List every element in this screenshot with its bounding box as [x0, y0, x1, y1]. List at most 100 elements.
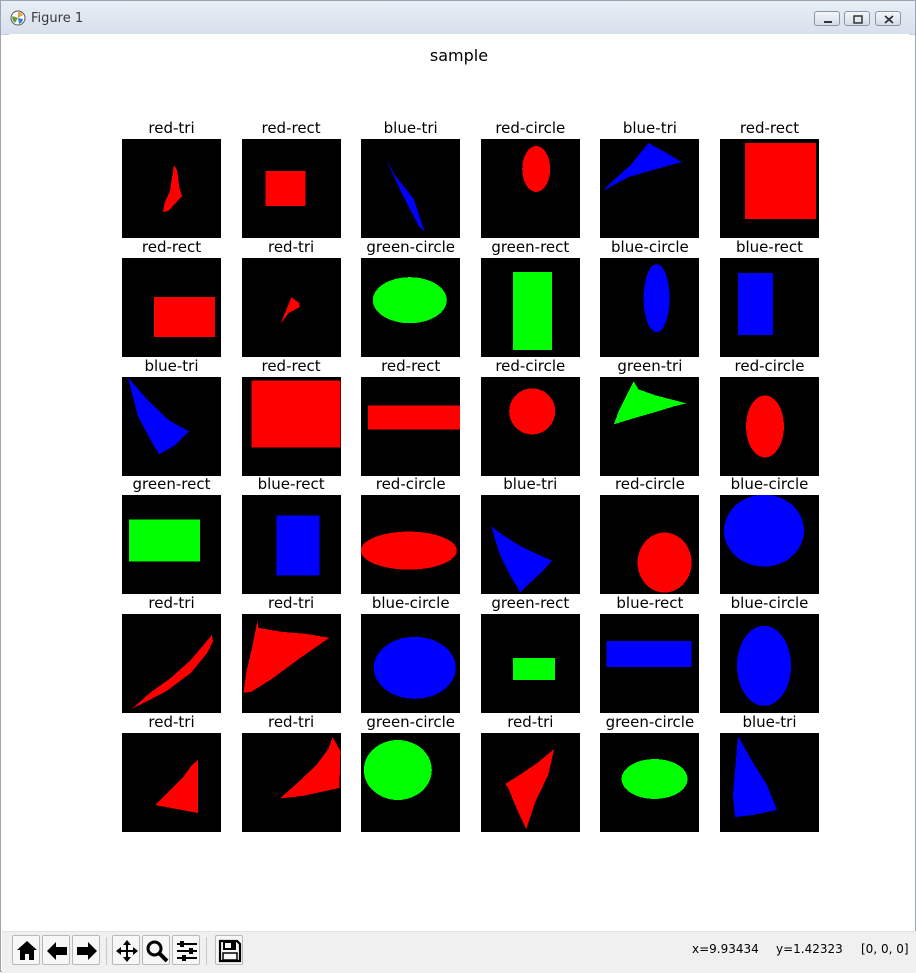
- circle-shape: [746, 394, 784, 457]
- subplot-panel: green-rect: [480, 239, 580, 357]
- figure-canvas[interactable]: sample red-tri red-rect blue-tri red-circle…: [9, 34, 909, 931]
- triangle-shape: [385, 159, 425, 232]
- configure-subplots-button[interactable]: [172, 935, 200, 965]
- subplot-panel: red-circle: [480, 358, 580, 476]
- subplot-title: blue-circle: [611, 237, 689, 256]
- close-button[interactable]: [875, 11, 901, 26]
- subplot-title: green-circle: [366, 237, 455, 256]
- circle-shape: [372, 276, 447, 323]
- subplot-image: [122, 614, 221, 714]
- rectangle-shape: [738, 272, 773, 335]
- subplot-panel: green-rect: [480, 595, 580, 714]
- home-button[interactable]: [12, 935, 40, 965]
- save-button[interactable]: [215, 935, 243, 965]
- rectangle-shape: [154, 296, 215, 337]
- subplot-title: red-tri: [507, 713, 554, 731]
- rectangle-shape: [606, 640, 692, 667]
- subplot-image: [480, 733, 580, 832]
- image-background: [122, 614, 221, 714]
- subplot-panel: blue-tri: [122, 358, 221, 476]
- circle-shape: [737, 625, 791, 706]
- subplot-title: green-circle: [605, 713, 695, 731]
- restore-icon: [853, 15, 863, 24]
- toolbar-separator: [206, 937, 207, 965]
- subplot-panel: red-tri: [122, 595, 221, 714]
- subplot-title: red-rect: [261, 119, 321, 137]
- subplot-image: [480, 376, 580, 476]
- subplot-title: blue-rect: [257, 475, 325, 494]
- subplot-image: [361, 733, 461, 832]
- triangle-shape: [128, 376, 189, 454]
- subplot-panel: blue-rect: [241, 476, 341, 595]
- forward-button[interactable]: [72, 935, 100, 965]
- subplot-panel: green-tri: [600, 358, 700, 476]
- triangle-shape: [504, 749, 554, 829]
- minimize-icon: [824, 21, 832, 23]
- subplot-image: [241, 495, 341, 595]
- rectangle-shape: [512, 657, 555, 680]
- save-floppy-icon: [218, 939, 242, 963]
- subplot-title: blue-rect: [616, 594, 684, 613]
- circle-shape: [521, 146, 550, 192]
- status-x-coordinate: x=9.93434: [692, 942, 759, 956]
- subplot-panel: red-tri: [480, 714, 580, 832]
- home-icon: [17, 941, 37, 960]
- subplot-panel: red-tri: [241, 595, 341, 714]
- subplot-panel: blue-circle: [720, 476, 819, 595]
- rectangle-shape: [367, 404, 460, 429]
- subplot-title: red-rect: [261, 356, 321, 375]
- triangle-shape: [242, 620, 329, 693]
- subplot-title: red-tri: [267, 237, 315, 256]
- back-button[interactable]: [42, 935, 70, 965]
- subplot-title: blue-circle: [730, 475, 809, 494]
- subplot-title: blue-tri: [144, 356, 199, 375]
- subplot-image: [600, 495, 700, 595]
- subplot-panel: blue-tri: [361, 120, 461, 238]
- toolbar-separator: [106, 937, 107, 965]
- subplot-panel: red-tri: [241, 714, 341, 832]
- rectangle-shape: [275, 515, 319, 576]
- subplot-title: red-tri: [148, 713, 195, 731]
- subplot-panel: red-tri: [122, 714, 221, 832]
- subplot-image: [720, 614, 819, 714]
- circle-shape: [363, 740, 432, 800]
- triangle-shape: [279, 737, 340, 798]
- subplot-panel: blue-tri: [480, 476, 580, 595]
- circle-shape: [724, 495, 804, 567]
- pan-button[interactable]: [112, 935, 140, 965]
- subplot-image: [122, 733, 221, 832]
- subplot-title: red-rect: [381, 356, 441, 375]
- subplot-image: [480, 139, 580, 238]
- subplot-image: [720, 376, 819, 476]
- subplot-panel: red-rect: [122, 239, 221, 357]
- circle-shape: [361, 531, 457, 570]
- title-bar[interactable]: Figure 1: [1, 1, 915, 35]
- subplot-panel: blue-rect: [600, 595, 700, 714]
- rectangle-shape: [250, 379, 340, 447]
- subplot-title: red-tri: [148, 594, 195, 613]
- subplot-title: green-circle: [366, 713, 455, 731]
- zoom-magnifier-icon: [146, 940, 169, 963]
- minimize-button[interactable]: [814, 11, 840, 26]
- subplot-panel: red-circle: [361, 476, 461, 595]
- subplot-image: [480, 614, 580, 714]
- subplot-panel: green-circle: [361, 239, 461, 357]
- subplot-image: [122, 139, 221, 238]
- subplot-image: [720, 733, 819, 832]
- subplot-title: red-tri: [148, 119, 195, 137]
- subplot-image: [480, 257, 580, 357]
- subplot-image: [361, 495, 461, 595]
- subplot-image: [361, 376, 461, 476]
- subplot-title: green-rect: [491, 594, 570, 613]
- zoom-button[interactable]: [142, 935, 170, 965]
- triangle-shape: [733, 736, 777, 817]
- subplot-title: blue-circle: [371, 594, 450, 613]
- subplot-image: [241, 376, 341, 476]
- rectangle-shape: [129, 519, 200, 562]
- subplot-panel: red-tri: [241, 239, 341, 357]
- maximize-button[interactable]: [844, 11, 870, 26]
- image-background: [361, 139, 461, 238]
- subplot-image: [122, 376, 221, 476]
- subplot-panel: red-circle: [480, 120, 580, 238]
- circle-shape: [643, 263, 670, 332]
